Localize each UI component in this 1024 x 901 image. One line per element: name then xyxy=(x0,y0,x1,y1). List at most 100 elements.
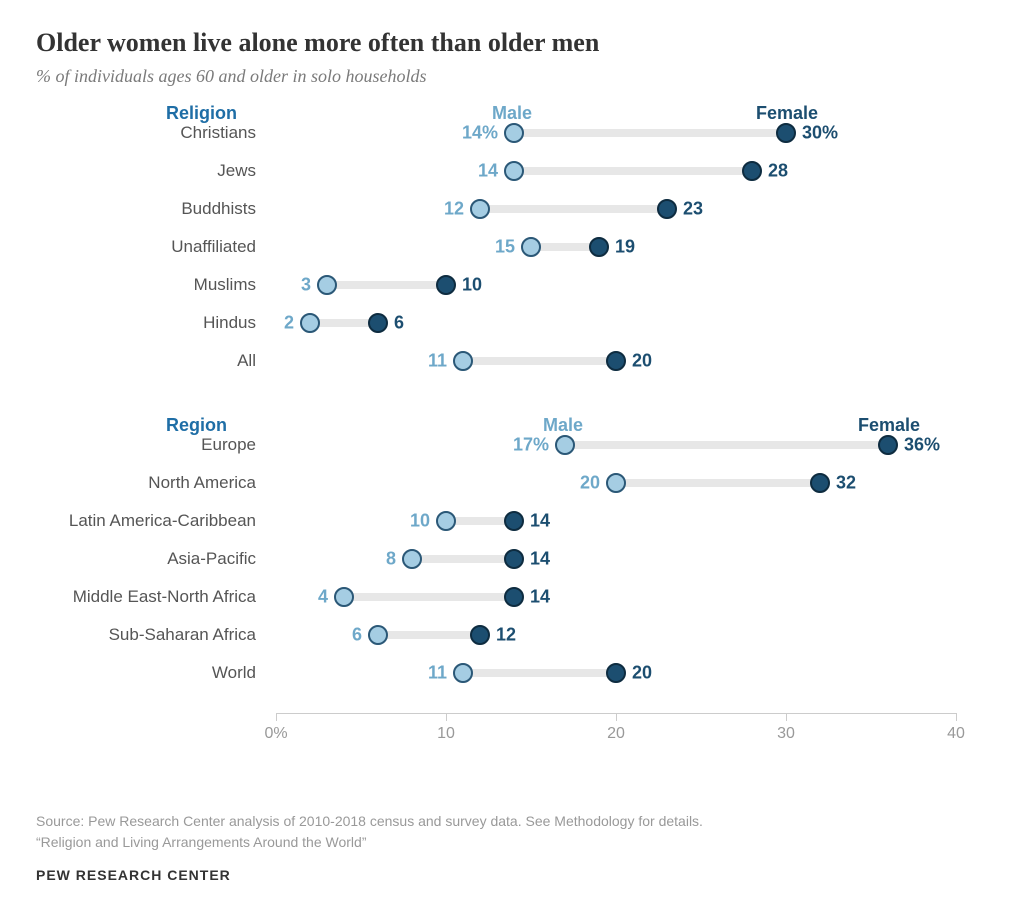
chart-title: Older women live alone more often than o… xyxy=(36,28,988,58)
chart-footer: Source: Pew Research Center analysis of … xyxy=(36,811,988,883)
female-value: 20 xyxy=(632,663,652,684)
female-dot xyxy=(589,237,609,257)
male-value: 4 xyxy=(284,587,328,608)
male-dot xyxy=(521,237,541,257)
female-value: 32 xyxy=(836,473,856,494)
female-dot xyxy=(657,199,677,219)
male-dot xyxy=(334,587,354,607)
x-tick-label: 0% xyxy=(264,725,287,743)
section-header: Religion xyxy=(166,103,237,124)
legend-female: Female xyxy=(858,415,920,436)
row-label: Europe xyxy=(36,435,256,455)
female-value: 14 xyxy=(530,549,550,570)
female-dot xyxy=(368,313,388,333)
row-label: Jews xyxy=(36,161,256,181)
female-value: 10 xyxy=(462,275,482,296)
x-tick-label: 10 xyxy=(437,725,455,743)
female-value: 30% xyxy=(802,123,838,144)
x-tick-mark xyxy=(956,713,957,721)
legend-female: Female xyxy=(756,103,818,124)
female-value: 12 xyxy=(496,625,516,646)
range-connector xyxy=(480,205,667,213)
female-value: 28 xyxy=(768,161,788,182)
female-dot xyxy=(606,351,626,371)
range-connector xyxy=(514,129,786,137)
male-value: 8 xyxy=(352,549,396,570)
female-value: 14 xyxy=(530,587,550,608)
x-tick-label: 20 xyxy=(607,725,625,743)
female-dot xyxy=(606,663,626,683)
source-line-1: Source: Pew Research Center analysis of … xyxy=(36,811,988,832)
row-label: Latin America-Caribbean xyxy=(36,511,256,531)
x-tick-mark xyxy=(616,713,617,721)
male-value: 17% xyxy=(505,435,549,456)
male-value: 11 xyxy=(403,663,447,684)
female-dot xyxy=(504,511,524,531)
female-dot xyxy=(776,123,796,143)
female-value: 23 xyxy=(683,199,703,220)
brand-attribution: PEW RESEARCH CENTER xyxy=(36,867,988,883)
row-label: Middle East-North Africa xyxy=(36,587,256,607)
female-dot xyxy=(878,435,898,455)
chart-plot-area: ReligionMaleFemaleChristians14%30%Jews14… xyxy=(36,103,976,803)
row-label: All xyxy=(36,351,256,371)
male-value: 14% xyxy=(454,123,498,144)
row-label: Asia-Pacific xyxy=(36,549,256,569)
female-value: 14 xyxy=(530,511,550,532)
male-value: 20 xyxy=(556,473,600,494)
male-value: 10 xyxy=(386,511,430,532)
row-label: Muslims xyxy=(36,275,256,295)
male-dot xyxy=(436,511,456,531)
range-connector xyxy=(565,441,888,449)
female-dot xyxy=(504,549,524,569)
range-connector xyxy=(616,479,820,487)
male-dot xyxy=(453,663,473,683)
x-tick-mark xyxy=(276,713,277,721)
range-connector xyxy=(463,357,616,365)
row-label: World xyxy=(36,663,256,683)
male-value: 14 xyxy=(454,161,498,182)
male-dot xyxy=(368,625,388,645)
male-dot xyxy=(504,161,524,181)
range-connector xyxy=(327,281,446,289)
x-tick-mark xyxy=(446,713,447,721)
row-label: Hindus xyxy=(36,313,256,333)
female-dot xyxy=(436,275,456,295)
male-dot xyxy=(402,549,422,569)
male-value: 6 xyxy=(318,625,362,646)
x-tick-mark xyxy=(786,713,787,721)
row-label: Unaffiliated xyxy=(36,237,256,257)
row-label: Sub-Saharan Africa xyxy=(36,625,256,645)
female-dot xyxy=(470,625,490,645)
male-value: 11 xyxy=(403,351,447,372)
male-dot xyxy=(504,123,524,143)
male-dot xyxy=(317,275,337,295)
female-value: 6 xyxy=(394,313,404,334)
female-dot xyxy=(810,473,830,493)
female-value: 19 xyxy=(615,237,635,258)
range-connector xyxy=(378,631,480,639)
male-value: 3 xyxy=(267,275,311,296)
range-connector xyxy=(463,669,616,677)
male-dot xyxy=(606,473,626,493)
row-label: Christians xyxy=(36,123,256,143)
female-value: 36% xyxy=(904,435,940,456)
male-value: 12 xyxy=(420,199,464,220)
row-label: North America xyxy=(36,473,256,493)
range-connector xyxy=(344,593,514,601)
row-label: Buddhists xyxy=(36,199,256,219)
male-value: 15 xyxy=(471,237,515,258)
male-dot xyxy=(300,313,320,333)
section-header: Region xyxy=(166,415,227,436)
source-line-2: “Religion and Living Arrangements Around… xyxy=(36,832,988,853)
range-connector xyxy=(514,167,752,175)
legend-male: Male xyxy=(492,103,532,124)
female-value: 20 xyxy=(632,351,652,372)
legend-male: Male xyxy=(543,415,583,436)
male-dot xyxy=(470,199,490,219)
male-value: 2 xyxy=(250,313,294,334)
female-dot xyxy=(742,161,762,181)
chart-subtitle: % of individuals ages 60 and older in so… xyxy=(36,66,988,87)
male-dot xyxy=(555,435,575,455)
x-tick-label: 40 xyxy=(947,725,965,743)
